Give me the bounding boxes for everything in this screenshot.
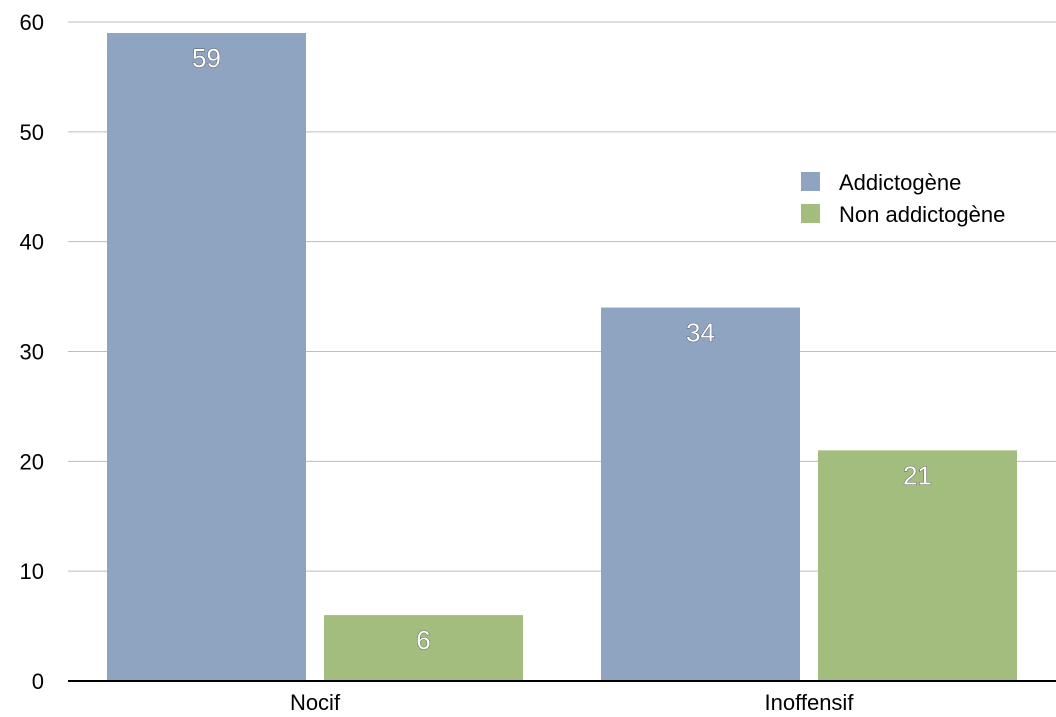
y-tick-label-10: 10 — [20, 559, 44, 584]
bar-label-non-addictog-ne-nocif: 6 — [416, 625, 430, 655]
bars — [107, 32, 1017, 681]
legend-label-non-addictogene: Non addictogène — [839, 202, 1005, 227]
y-tick-label-30: 30 — [20, 340, 44, 365]
y-tick-label-50: 50 — [20, 120, 44, 145]
x-category-label-nocif: Nocif — [290, 690, 341, 715]
bar-addictog-ne-nocif — [107, 32, 306, 681]
y-axis-ticks: 0 10 20 30 40 50 60 — [20, 10, 44, 694]
bar-non-addictog-ne-inoffensif — [818, 450, 1017, 681]
y-tick-label-20: 20 — [20, 449, 44, 474]
x-axis-categories: Nocif Inoffensif — [290, 690, 854, 715]
legend-swatch-addictogene — [801, 172, 820, 191]
bar-label-addictog-ne-inoffensif: 34 — [686, 318, 715, 348]
bar-addictog-ne-inoffensif — [601, 307, 800, 681]
bar-non-addictog-ne-nocif — [324, 615, 523, 681]
legend-label-addictogene: Addictogène — [839, 170, 961, 195]
y-tick-label-60: 60 — [20, 10, 44, 35]
y-tick-label-0: 0 — [32, 669, 44, 694]
x-category-label-inoffensif: Inoffensif — [765, 690, 855, 715]
bar-label-addictog-ne-nocif: 59 — [192, 43, 221, 73]
bar-label-non-addictog-ne-inoffensif: 21 — [903, 460, 932, 490]
legend: Addictogène Non addictogène — [801, 170, 1005, 227]
bar-value-labels: 59 6 34 21 — [192, 43, 933, 656]
y-tick-label-40: 40 — [20, 230, 44, 255]
legend-swatch-non-addictogene — [801, 204, 820, 223]
